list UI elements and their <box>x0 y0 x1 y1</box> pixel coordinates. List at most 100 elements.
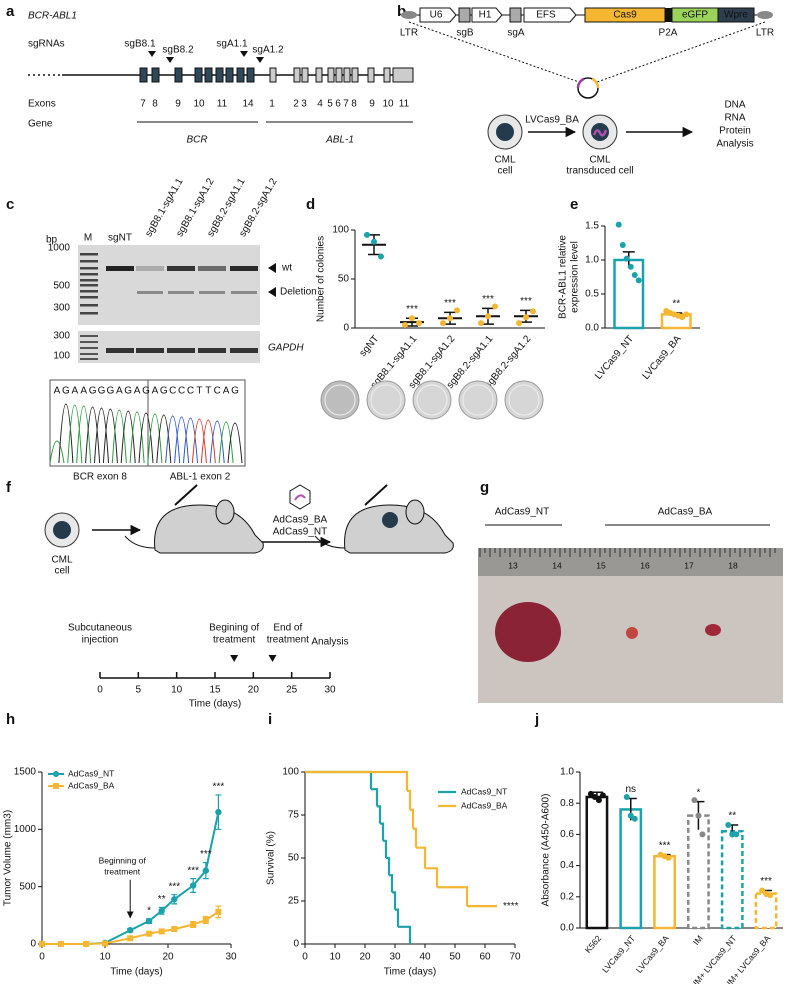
trace-peak <box>76 405 92 464</box>
x-tick-label: LVCas9_NT <box>600 933 637 974</box>
data-point <box>595 797 602 804</box>
x-tick-label: K562 <box>583 933 604 955</box>
data-point <box>665 854 672 861</box>
trace-peak <box>94 407 109 464</box>
significance: *** <box>406 304 418 315</box>
data-point <box>402 322 408 329</box>
legend-marker <box>53 783 59 789</box>
deletion-band <box>199 291 225 294</box>
bcr-exon <box>151 67 160 83</box>
data-point <box>699 831 706 838</box>
pointer <box>268 287 276 297</box>
exon-number: 7 <box>343 99 349 110</box>
ruler-number: 13 <box>508 560 518 570</box>
sgrna-site <box>148 51 156 57</box>
data-point <box>202 867 209 874</box>
timeline-tick-label: 5 <box>136 685 142 696</box>
bcr-exon <box>194 67 203 83</box>
event-label: End of <box>273 623 302 634</box>
vector-element: Wpre <box>724 10 748 21</box>
y-tick-label: 100 <box>332 225 349 236</box>
y-tick-label: 1.0 <box>585 255 599 266</box>
base: C <box>187 386 194 397</box>
group-label: AdCas9_BA <box>658 507 713 518</box>
data-point <box>215 808 222 816</box>
data-point <box>202 916 209 923</box>
gene-name: ABL-1 <box>325 135 354 146</box>
panel-label: f <box>6 479 12 496</box>
data-point <box>623 255 630 262</box>
group-label: AdCas9_NT <box>495 507 549 518</box>
gapdh-band <box>106 348 134 353</box>
virus <box>289 484 311 510</box>
junction-label: ABL-1 exon 2 <box>170 472 231 483</box>
bar <box>687 814 710 930</box>
exon-number: 4 <box>317 99 323 110</box>
trace-peak <box>209 420 225 464</box>
vector-name: LVCas9_BA <box>525 115 579 126</box>
data-point <box>683 311 690 318</box>
significance: * <box>147 905 151 916</box>
bcr-exon <box>225 67 234 83</box>
y-tick-label: 0 <box>343 323 349 334</box>
data-point <box>440 320 446 327</box>
chromatogram-box <box>147 379 246 467</box>
marker-size: 100 <box>53 351 70 362</box>
vector-element: eGFP <box>682 10 708 21</box>
vector-label: LTR <box>400 28 418 39</box>
band-label: Deletion <box>280 287 317 298</box>
ruler-number: 15 <box>596 560 606 570</box>
survival-step <box>425 867 439 888</box>
trace-peak <box>200 419 216 464</box>
mouse <box>344 504 454 554</box>
dish-rim <box>324 384 356 416</box>
ladder-band <box>80 284 98 287</box>
data-point <box>145 917 153 925</box>
x-tick-label: 30 <box>389 952 401 963</box>
y-tick-label: 0 <box>293 939 299 950</box>
mouse-ear <box>215 499 235 525</box>
control-label: GAPDH <box>268 343 304 354</box>
nucleus <box>53 521 71 539</box>
data-point <box>691 797 698 804</box>
analysis-label: Analysis <box>716 139 753 150</box>
timeline-tick-label: 30 <box>324 685 336 696</box>
exon-number: 9 <box>369 99 375 110</box>
exon-number: 1 <box>269 99 275 110</box>
data-point <box>190 921 197 928</box>
timeline-tick-label: 20 <box>248 685 260 696</box>
x-tick-label: 20 <box>162 952 174 963</box>
data-point <box>127 935 134 942</box>
sgrna-site <box>166 57 174 63</box>
survival-step <box>413 827 418 848</box>
survival-step <box>437 886 469 907</box>
data-point <box>615 221 622 228</box>
data-point <box>57 941 64 947</box>
vector-element: U6 <box>430 10 443 21</box>
y-tick-label: 0.0 <box>560 923 574 934</box>
x-tick-label: IM <box>691 933 705 947</box>
trace-peak <box>156 414 172 464</box>
data-point <box>635 277 642 284</box>
y-tick-label: 100 <box>282 767 299 778</box>
dish-rim <box>508 384 540 416</box>
exon-number: 9 <box>175 99 181 110</box>
marker-size: 1000 <box>48 243 71 254</box>
dish-rim <box>462 384 494 416</box>
x-tick-label: 50 <box>449 952 461 963</box>
y-tick-label: 50 <box>338 274 350 285</box>
survival-step <box>305 770 373 790</box>
event-label: Analysis <box>311 637 348 648</box>
tumor <box>705 624 721 636</box>
data-point <box>215 908 222 915</box>
timeline-tick-label: 15 <box>209 685 221 696</box>
base: A <box>80 386 87 397</box>
ladder-band <box>80 273 98 276</box>
ruler-number: 14 <box>552 560 562 570</box>
tumor <box>495 602 561 662</box>
trace-peak <box>111 409 127 464</box>
ladder-band <box>80 335 98 337</box>
y-tick-label: 0.8 <box>560 798 574 809</box>
data-point <box>146 930 153 937</box>
ladder-band <box>80 260 98 263</box>
